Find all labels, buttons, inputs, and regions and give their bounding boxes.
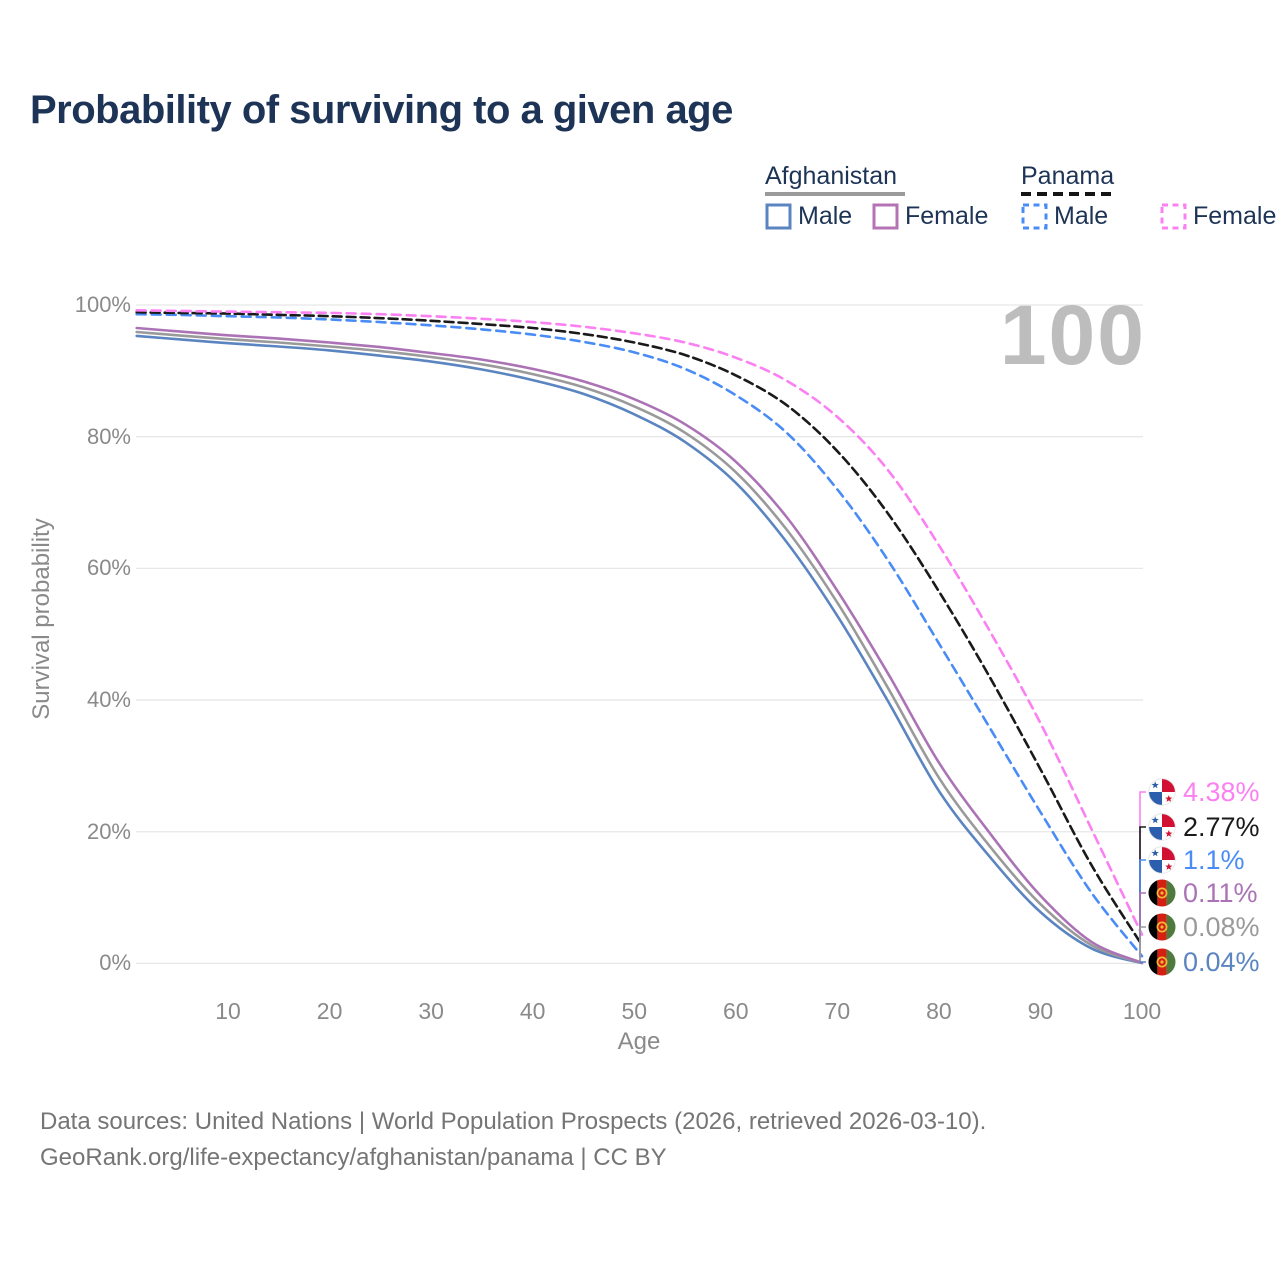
panama-flag-icon xyxy=(1148,813,1176,841)
y-tick-label: 0% xyxy=(99,950,131,976)
end-label-value: 0.11% xyxy=(1183,878,1258,908)
x-axis-title: Age xyxy=(617,1028,661,1055)
x-tick-label: 10 xyxy=(215,998,241,1024)
end-label-value: 1.1% xyxy=(1183,845,1245,875)
legend-panama-line-sample xyxy=(1021,192,1111,196)
end-label-value: 0.08% xyxy=(1183,912,1260,942)
y-tick-label: 40% xyxy=(86,687,131,713)
panama-flag-icon xyxy=(1148,778,1176,806)
y-tick-label: 80% xyxy=(86,423,131,449)
end-label-panama-total: 2.77% xyxy=(1148,811,1260,843)
end-label-afghanistan-male: 0.04% xyxy=(1148,946,1260,978)
y-tick-label: 60% xyxy=(86,555,131,581)
end-label-value: 0.04% xyxy=(1183,947,1260,977)
x-tick-label: 40 xyxy=(519,998,546,1024)
end-label-panama-male: 1.1% xyxy=(1148,844,1245,876)
legend-swatch-panama-male[interactable] xyxy=(1021,203,1048,230)
legend-item-panama-female[interactable]: Female xyxy=(1193,202,1277,230)
x-tick-label: 20 xyxy=(316,998,343,1024)
curve-panama-total xyxy=(135,310,1144,947)
x-tick-label: 90 xyxy=(1027,998,1054,1024)
curve-panama-female xyxy=(135,309,1144,936)
legend-swatch-afghanistan-female[interactable] xyxy=(872,203,899,230)
x-tick-label: 50 xyxy=(621,998,648,1024)
curve-afghanistan-male xyxy=(135,334,1144,965)
afghanistan-flag-icon xyxy=(1148,913,1176,941)
end-label-connector xyxy=(1139,926,1146,963)
afghanistan-flag-icon xyxy=(1148,948,1176,976)
legend-afghanistan-line-sample xyxy=(765,192,905,196)
legend-swatch-afghanistan-male[interactable] xyxy=(765,203,792,230)
curve-panama-male xyxy=(135,312,1144,958)
legend-group-afghanistan-label: Afghanistan xyxy=(765,162,898,190)
end-label-afghanistan-female: 0.11% xyxy=(1148,877,1258,909)
legend-item-afghanistan-female[interactable]: Female xyxy=(905,202,989,230)
legend-group-panama-label: Panama xyxy=(1021,162,1115,190)
end-label-connector xyxy=(1139,791,1146,935)
end-label-value: 4.38% xyxy=(1183,777,1260,807)
end-label-connector xyxy=(1139,892,1146,963)
footer-attribution: GeoRank.org/life-expectancy/afghanistan/… xyxy=(40,1144,667,1171)
end-label-value: 2.77% xyxy=(1183,812,1260,842)
x-tick-label: 70 xyxy=(824,998,851,1024)
end-label-panama-female: 4.38% xyxy=(1148,776,1260,808)
legend-item-panama-male[interactable]: Male xyxy=(1054,202,1109,230)
y-tick-label: 20% xyxy=(86,818,131,844)
end-label-connector xyxy=(1139,961,1146,964)
curve-afghanistan-total xyxy=(135,330,1144,965)
x-tick-label: 60 xyxy=(723,998,749,1024)
page-title: Probability of surviving to a given age xyxy=(30,88,733,132)
y-tick-label: 100% xyxy=(74,292,131,317)
x-tick-label: 100 xyxy=(1122,998,1162,1024)
x-tick-label: 80 xyxy=(926,998,952,1024)
x-tick-label: 30 xyxy=(418,998,444,1024)
afghanistan-flag-icon xyxy=(1148,879,1176,907)
legend-item-afghanistan-male[interactable]: Male xyxy=(798,202,853,230)
curve-afghanistan-female xyxy=(135,326,1144,964)
legend-swatch-panama-female[interactable] xyxy=(1160,203,1187,230)
footer-sources: Data sources: United Nations | World Pop… xyxy=(40,1108,987,1135)
panama-flag-icon xyxy=(1148,846,1176,874)
end-label-afghanistan-total: 0.08% xyxy=(1148,911,1260,943)
age-watermark: 100 xyxy=(999,288,1146,382)
